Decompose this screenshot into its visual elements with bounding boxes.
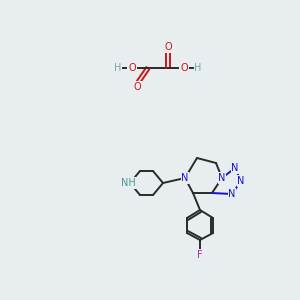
Text: N: N xyxy=(181,173,189,183)
Text: N: N xyxy=(237,176,245,186)
Text: N: N xyxy=(231,163,239,173)
Text: O: O xyxy=(128,63,136,73)
Text: N: N xyxy=(218,173,226,183)
Text: F: F xyxy=(197,250,203,260)
Text: NH: NH xyxy=(121,178,135,188)
Text: O: O xyxy=(180,63,188,73)
Text: H: H xyxy=(194,63,202,73)
Text: O: O xyxy=(164,42,172,52)
Text: H: H xyxy=(114,63,122,73)
Text: O: O xyxy=(133,82,141,92)
Text: N: N xyxy=(228,189,236,199)
